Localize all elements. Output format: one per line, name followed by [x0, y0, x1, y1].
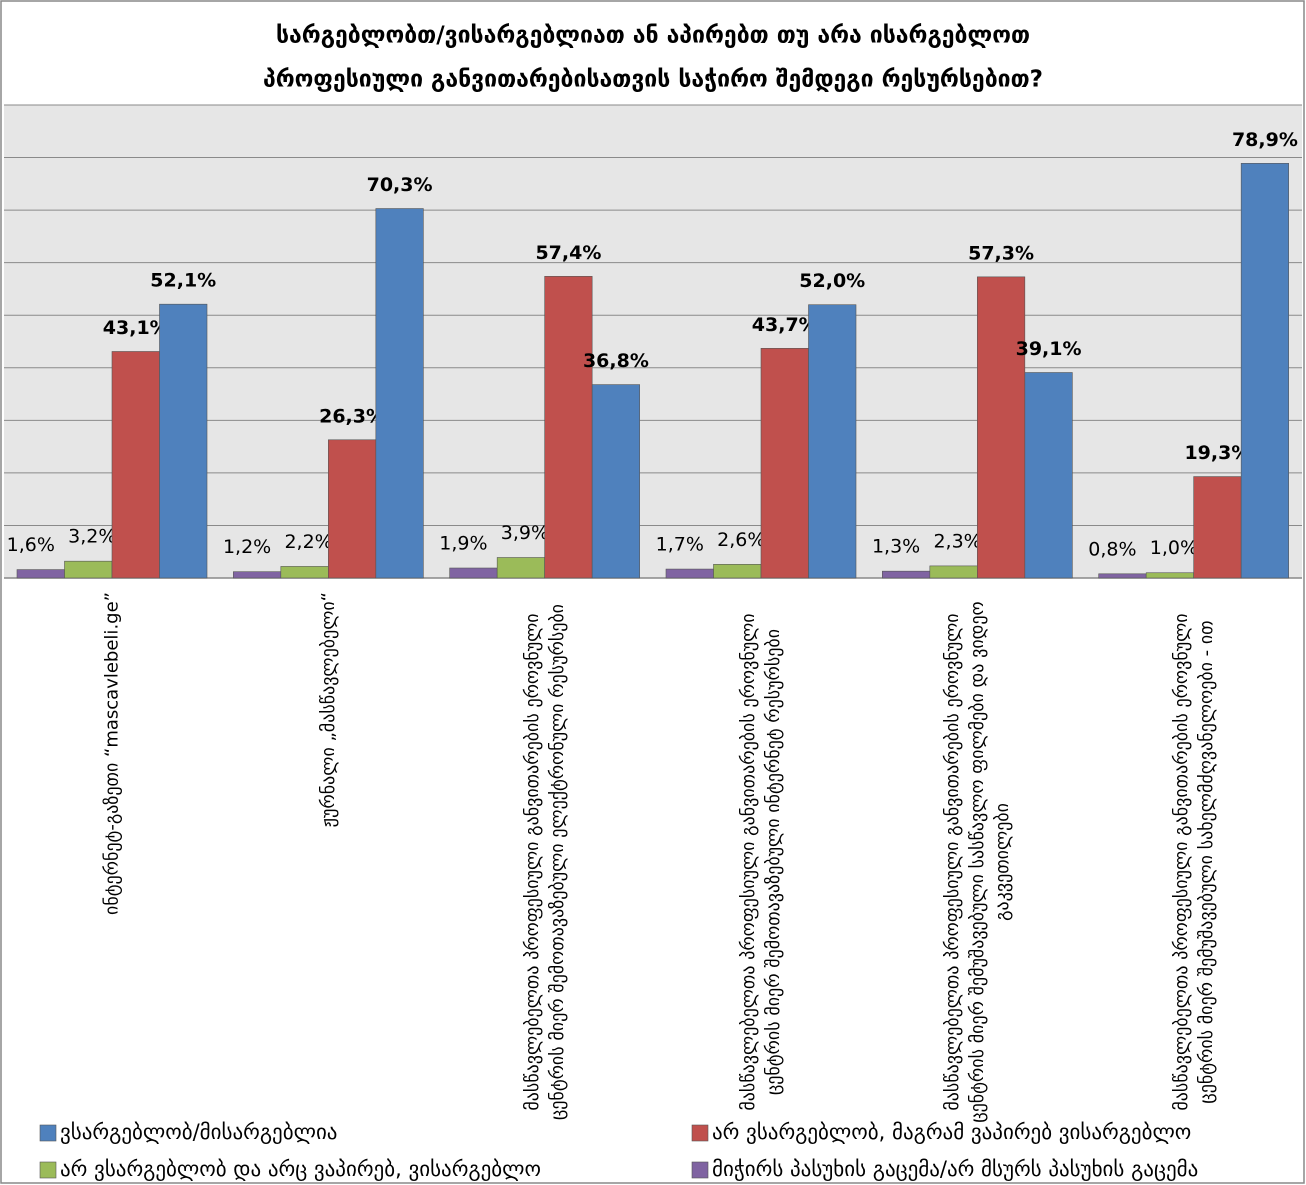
value-label: 3,9%	[501, 522, 549, 544]
legend-label: ვსარგებლობ/მისარგებლია	[60, 1120, 337, 1144]
value-label: 78,9%	[1232, 129, 1298, 151]
bar	[591, 384, 640, 579]
x-tick-label: მასწავლებელთა პროფესიული განვითარების ერ…	[942, 601, 1013, 1123]
value-label: 52,1%	[150, 270, 216, 292]
bar	[449, 567, 498, 579]
bar	[1193, 476, 1242, 579]
value-label: 70,3%	[367, 174, 433, 196]
legend-swatch	[39, 1124, 57, 1142]
bar	[977, 276, 1026, 579]
value-label: 2,2%	[284, 531, 332, 553]
x-tick-label: მასწავლებელთა პროფესიული განვითარების ერ…	[738, 613, 785, 1111]
value-label: 1,7%	[656, 534, 704, 556]
value-label: 26,3%	[319, 405, 385, 427]
bar	[1240, 163, 1289, 579]
bar	[496, 557, 545, 579]
bar	[665, 568, 714, 579]
bar	[280, 566, 329, 579]
value-label: 19,3%	[1184, 442, 1250, 464]
bar	[375, 208, 424, 579]
value-label: 39,1%	[1016, 338, 1082, 360]
bar	[808, 304, 857, 579]
value-label: 57,4%	[535, 242, 601, 264]
value-label: 57,3%	[968, 242, 1034, 264]
x-tick-label: მასწავლებელთა პროფესიული განვითარების ერ…	[1170, 613, 1217, 1111]
x-tick-label: მასწავლებელთა პროფესიული განვითარების ერ…	[521, 604, 568, 1120]
value-label: 0,8%	[1088, 538, 1136, 560]
legend-label: არ ვსარგებლობ, მაგრამ ვაპირებ ვისარგებლო	[712, 1120, 1191, 1144]
legend-swatch	[691, 1124, 709, 1142]
bar	[1024, 372, 1073, 579]
value-label: 2,3%	[933, 530, 981, 552]
value-label: 52,0%	[799, 270, 865, 292]
bar	[111, 351, 160, 579]
value-label: 1,2%	[223, 536, 271, 558]
plot-area	[4, 105, 1302, 578]
value-label: 43,7%	[752, 314, 818, 336]
chart-title: სარგებლობთ/ვისარგებლიათ ან აპირებთ თუ არ…	[276, 23, 1030, 49]
bar	[760, 348, 809, 579]
legend-label: არ ვსარგებლობ და არც ვაპირებ, ვისარგებლო	[60, 1157, 541, 1181]
bar	[159, 303, 208, 579]
bar	[1098, 573, 1147, 579]
bar	[882, 570, 931, 579]
bar	[544, 276, 593, 579]
x-tick-label: ჟურნალი „მასწავლებელი“	[318, 592, 339, 828]
value-label: 1,0%	[1150, 537, 1198, 559]
value-label: 1,9%	[439, 533, 487, 555]
value-label: 1,6%	[7, 534, 55, 556]
bar	[64, 560, 113, 579]
bar	[929, 565, 978, 579]
bar	[233, 571, 282, 579]
bar	[328, 439, 377, 579]
value-label: 2,6%	[717, 529, 765, 551]
value-label: 36,8%	[583, 350, 649, 372]
value-label: 43,1%	[103, 317, 169, 339]
chart-title: პროფესიული განვითარებისათვის საჭირო შემდ…	[263, 67, 1043, 93]
value-label: 3,2%	[68, 526, 116, 548]
bar	[1145, 572, 1194, 579]
legend-swatch	[39, 1161, 57, 1179]
x-tick-label: ინტერნეტ-გაზეთი “mascavlebeli.ge”	[101, 592, 123, 915]
legend-swatch	[691, 1161, 709, 1179]
value-label: 1,3%	[872, 536, 920, 558]
bar	[713, 564, 762, 579]
bar	[16, 569, 65, 579]
legend-label: მიჭირს პასუხის გაცემა/არ მსურს პასუხის გ…	[712, 1157, 1198, 1181]
